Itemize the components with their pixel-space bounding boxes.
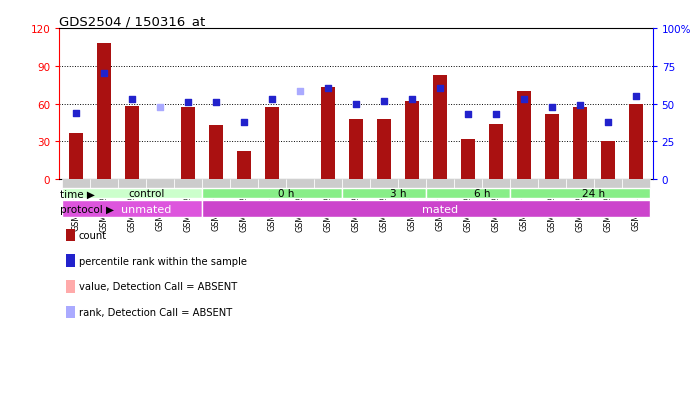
- Text: 24 h: 24 h: [582, 189, 605, 199]
- Point: [70, 110, 82, 116]
- Bar: [426, 189, 510, 199]
- Bar: [510, 189, 650, 199]
- Bar: [622, 180, 650, 188]
- Point: [547, 104, 558, 111]
- Text: control: control: [128, 189, 164, 199]
- Bar: [573, 108, 587, 180]
- Point: [182, 100, 193, 106]
- Bar: [489, 124, 503, 180]
- Bar: [125, 107, 139, 180]
- Bar: [265, 108, 279, 180]
- Bar: [433, 76, 447, 180]
- Bar: [258, 180, 286, 188]
- Bar: [426, 180, 454, 188]
- Bar: [146, 180, 174, 188]
- Bar: [230, 180, 258, 188]
- Bar: [286, 180, 314, 188]
- Point: [490, 112, 501, 118]
- Point: [574, 102, 586, 109]
- Bar: [349, 119, 363, 180]
- Bar: [237, 152, 251, 180]
- Point: [295, 89, 306, 95]
- Text: value, Detection Call = ABSENT: value, Detection Call = ABSENT: [79, 282, 237, 292]
- Bar: [62, 189, 202, 199]
- Bar: [398, 180, 426, 188]
- Bar: [62, 180, 90, 188]
- Text: time ▶: time ▶: [60, 189, 95, 199]
- Bar: [202, 189, 342, 199]
- Text: count: count: [79, 230, 107, 240]
- Bar: [97, 44, 111, 180]
- Bar: [538, 180, 566, 188]
- Bar: [377, 119, 391, 180]
- Point: [239, 119, 250, 126]
- Point: [378, 98, 389, 104]
- Bar: [342, 180, 370, 188]
- Text: 0 h: 0 h: [278, 189, 294, 199]
- Bar: [202, 180, 230, 188]
- Bar: [69, 133, 83, 180]
- Bar: [174, 180, 202, 188]
- Text: 6 h: 6 h: [474, 189, 490, 199]
- Point: [211, 100, 222, 106]
- Bar: [482, 180, 510, 188]
- Bar: [405, 102, 419, 180]
- Bar: [342, 189, 426, 199]
- Bar: [629, 104, 643, 180]
- Bar: [370, 180, 398, 188]
- Point: [519, 97, 530, 103]
- Bar: [62, 200, 202, 218]
- Text: mated: mated: [422, 204, 458, 214]
- Bar: [454, 180, 482, 188]
- Bar: [510, 180, 538, 188]
- Bar: [517, 92, 531, 180]
- Text: 3 h: 3 h: [389, 189, 406, 199]
- Point: [630, 93, 641, 100]
- Bar: [181, 108, 195, 180]
- Point: [98, 71, 110, 78]
- Text: unmated: unmated: [121, 204, 171, 214]
- Bar: [118, 180, 146, 188]
- Text: GDS2504 / 150316_at: GDS2504 / 150316_at: [59, 15, 206, 28]
- Point: [406, 97, 417, 103]
- Point: [267, 97, 278, 103]
- Bar: [594, 180, 622, 188]
- Bar: [314, 180, 342, 188]
- Point: [154, 104, 165, 111]
- Bar: [321, 88, 335, 180]
- Point: [434, 86, 445, 93]
- Bar: [90, 180, 118, 188]
- Point: [602, 119, 614, 126]
- Text: percentile rank within the sample: percentile rank within the sample: [79, 256, 247, 266]
- Bar: [601, 142, 615, 180]
- Point: [350, 101, 362, 108]
- Bar: [461, 140, 475, 180]
- Text: protocol ▶: protocol ▶: [60, 204, 114, 214]
- Bar: [209, 126, 223, 180]
- Bar: [202, 200, 650, 218]
- Bar: [545, 114, 559, 180]
- Text: rank, Detection Call = ABSENT: rank, Detection Call = ABSENT: [79, 307, 232, 317]
- Point: [462, 112, 473, 118]
- Bar: [566, 180, 594, 188]
- Point: [322, 86, 334, 93]
- Point: [126, 97, 138, 103]
